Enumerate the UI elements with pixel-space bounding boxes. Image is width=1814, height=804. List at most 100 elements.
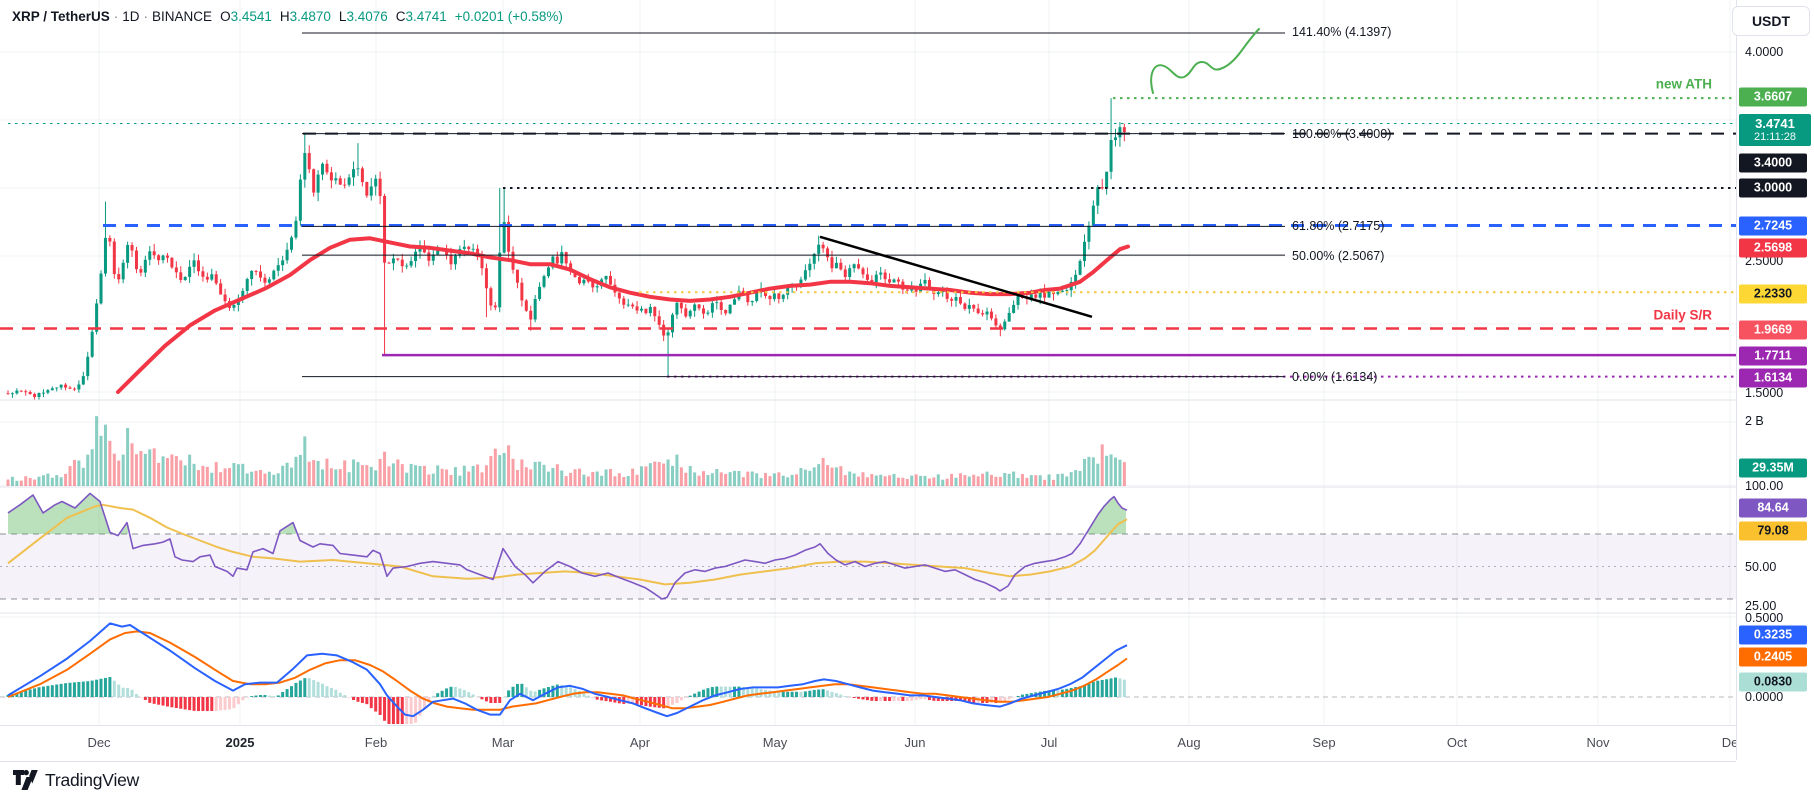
candle-body	[347, 177, 351, 185]
candle-body	[1065, 290, 1069, 292]
volume-bar	[839, 466, 843, 486]
drawings[interactable]	[819, 28, 1260, 318]
candle-body	[1096, 187, 1100, 206]
volume-bar	[883, 476, 887, 486]
volume-bar	[564, 476, 568, 486]
macd-histogram-bar	[870, 697, 874, 701]
volume-bar	[724, 474, 728, 486]
volume-bar	[994, 476, 998, 486]
macd-histogram-bar	[826, 690, 830, 697]
candle-body	[471, 248, 475, 250]
currency-toggle-button[interactable]: USDT	[1732, 6, 1810, 36]
volume-bar	[232, 463, 236, 486]
current-price-badge: 3.4741 21:11:28	[1739, 114, 1811, 146]
tradingview-watermark[interactable]: TradingView	[13, 769, 139, 791]
volume-bar	[644, 466, 648, 486]
volume-bar	[985, 471, 989, 486]
macd-histogram-bar	[502, 696, 506, 698]
symbol-header: XRP / TetherUS · 1D · BINANCE O3.4541 H3.4870 L…	[12, 9, 563, 24]
pane-separators	[0, 399, 1736, 614]
macd-histogram-bar	[635, 697, 639, 705]
candle-body	[905, 289, 909, 291]
volume-bar	[188, 454, 192, 486]
candle-body	[591, 281, 595, 288]
volume-bar	[888, 475, 892, 486]
macd-histogram-bar	[750, 687, 754, 697]
macd-histogram-bar	[772, 691, 776, 697]
candle-body	[188, 266, 192, 277]
candle-body	[334, 178, 338, 181]
volume-bar	[595, 471, 599, 486]
macd-histogram-bar	[1020, 694, 1024, 697]
macd-histogram-bar	[139, 697, 143, 698]
candle-body	[462, 246, 466, 249]
macd-histogram-bar	[188, 697, 192, 711]
candle-body	[892, 279, 896, 283]
horizontal-levels[interactable]	[0, 32, 1736, 378]
price-scale[interactable]: 3.4741 21:11:28 4.0000 2.5000 1.5000 2 B 100…	[1736, 0, 1814, 760]
candle-body	[799, 279, 803, 287]
macd-histogram-bar	[972, 697, 976, 703]
volume-bar	[821, 457, 825, 486]
candle-body	[267, 279, 271, 283]
descending-trendline[interactable]	[819, 235, 1093, 318]
macd-histogram-bar	[577, 690, 581, 697]
header-separator-1: ·	[113, 9, 119, 24]
macd-histogram-bar	[861, 697, 865, 700]
volume-bar	[267, 471, 271, 486]
volume-bar	[68, 466, 72, 486]
volume-bar	[914, 474, 918, 486]
volume-bar	[600, 475, 604, 486]
macd-histogram-bar	[312, 680, 316, 697]
volume-bar	[582, 474, 586, 486]
candle-body	[852, 264, 856, 269]
candle-body	[879, 272, 883, 275]
macd-histogram-bar	[41, 686, 45, 697]
volume-bar	[445, 469, 449, 486]
macd-histogram-bar	[143, 697, 147, 700]
candle-body	[303, 153, 307, 180]
volume-bar	[383, 451, 387, 486]
macd-histogram-bar	[157, 697, 161, 705]
candle-body	[241, 290, 245, 300]
candle-body	[201, 271, 205, 277]
candle-body	[338, 178, 342, 185]
macd-histogram-bar	[1043, 690, 1047, 697]
high-label: H	[279, 9, 290, 24]
volume-bar	[617, 473, 621, 486]
ma-line[interactable]	[116, 236, 1130, 394]
interval-label[interactable]: 1D	[122, 9, 140, 24]
candle-body	[626, 304, 630, 306]
candle-body	[422, 246, 426, 253]
symbol-name[interactable]: XRP / TetherUS	[12, 9, 110, 24]
candle-body	[577, 276, 581, 284]
volume-bar	[892, 473, 896, 486]
projection-curve[interactable]	[1150, 28, 1260, 94]
high-value: 3.4870	[289, 9, 331, 24]
candle-body	[321, 163, 325, 175]
candle-body	[480, 256, 484, 269]
volume-bar	[400, 464, 404, 486]
macd-histogram-bar	[205, 697, 209, 711]
volume-bar	[830, 467, 834, 486]
candle-body	[1091, 205, 1095, 226]
candle-body	[821, 244, 825, 249]
candle-body	[10, 393, 14, 395]
candle-body	[958, 297, 962, 304]
macd-histogram-bar	[28, 689, 32, 697]
volume-bar	[1118, 459, 1122, 486]
volume-bar	[1096, 463, 1100, 486]
price-badge-3.4000: 3.4000	[1739, 153, 1807, 173]
time-axis[interactable]: Dec 2025 Feb Mar Apr May Jun Jul Aug Sep Oct Nov De	[0, 725, 1738, 762]
candle-body	[675, 302, 679, 315]
candle-body	[46, 390, 50, 393]
macd-histogram-bar	[130, 689, 134, 697]
macd-histogram-bar	[294, 682, 298, 697]
candle-body	[653, 306, 657, 317]
candle-body	[431, 254, 435, 261]
macd-histogram-bar	[675, 697, 679, 704]
volume-bar	[719, 472, 723, 486]
candle-body	[507, 222, 511, 252]
candle-body	[139, 269, 143, 273]
